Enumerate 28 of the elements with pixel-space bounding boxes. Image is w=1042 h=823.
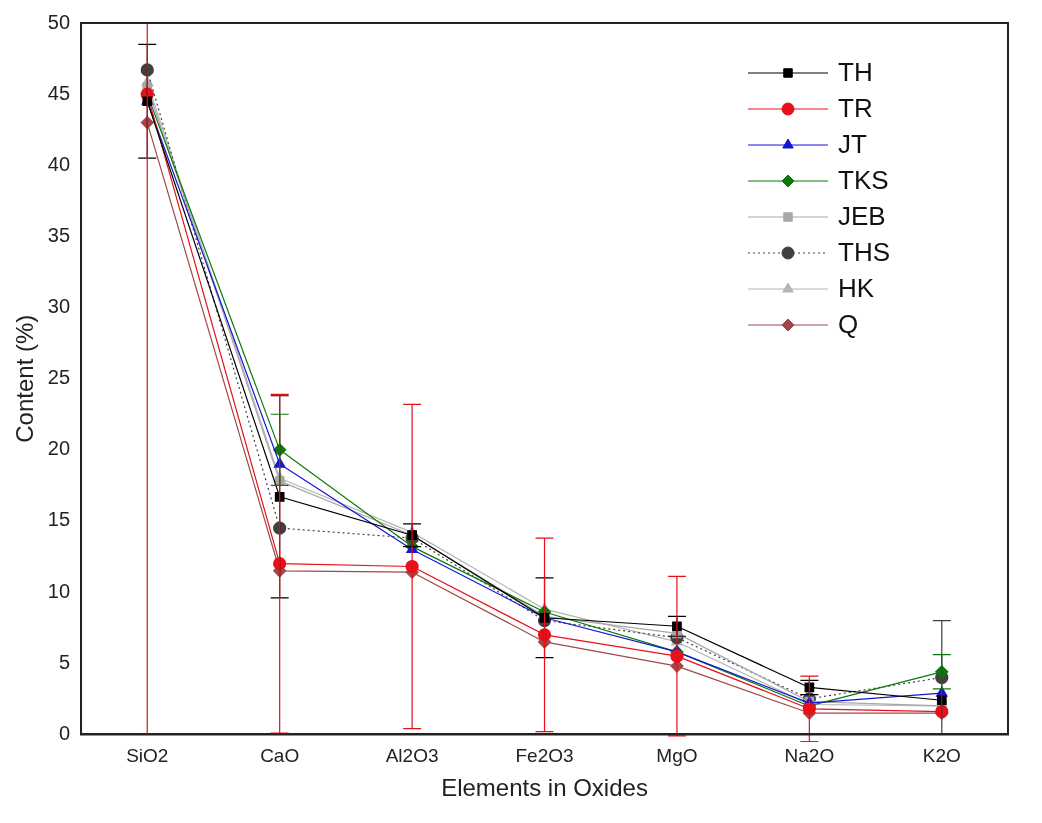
legend-label: THS xyxy=(838,237,890,268)
legend-label: Q xyxy=(838,309,859,340)
y-tick-label: 45 xyxy=(47,81,71,104)
y-tick-label: 20 xyxy=(47,437,71,460)
legend-label: HK xyxy=(838,273,875,304)
x-tick-label: CaO xyxy=(260,745,300,767)
x-tick-label: Na2O xyxy=(784,745,835,767)
y-axis-title: Content (%) xyxy=(11,314,39,443)
legend-label: TR xyxy=(838,93,873,124)
y-tick-label: 10 xyxy=(47,579,71,602)
x-tick-label: Fe2O3 xyxy=(515,745,574,767)
y-tick-label: 5 xyxy=(58,650,71,673)
y-tick-label: 30 xyxy=(47,295,71,318)
legend-label: TH xyxy=(838,57,873,88)
y-tick-label: 0 xyxy=(58,721,71,744)
y-tick-label: 40 xyxy=(47,152,71,175)
legend-label: TKS xyxy=(838,165,889,196)
x-tick-label: Al2O3 xyxy=(385,745,439,767)
x-tick-label: MgO xyxy=(656,745,698,767)
y-tick-label: 50 xyxy=(47,10,71,33)
y-tick-label: 15 xyxy=(47,508,71,531)
x-tick-label: K2O xyxy=(922,745,961,767)
x-axis-title: Elements in Oxides xyxy=(441,774,648,802)
y-tick-label: 25 xyxy=(47,366,71,389)
legend-label: JEB xyxy=(838,201,886,232)
x-tick-label: SiO2 xyxy=(126,745,169,767)
legend-label: JT xyxy=(838,129,867,160)
y-tick-label: 35 xyxy=(47,223,71,246)
